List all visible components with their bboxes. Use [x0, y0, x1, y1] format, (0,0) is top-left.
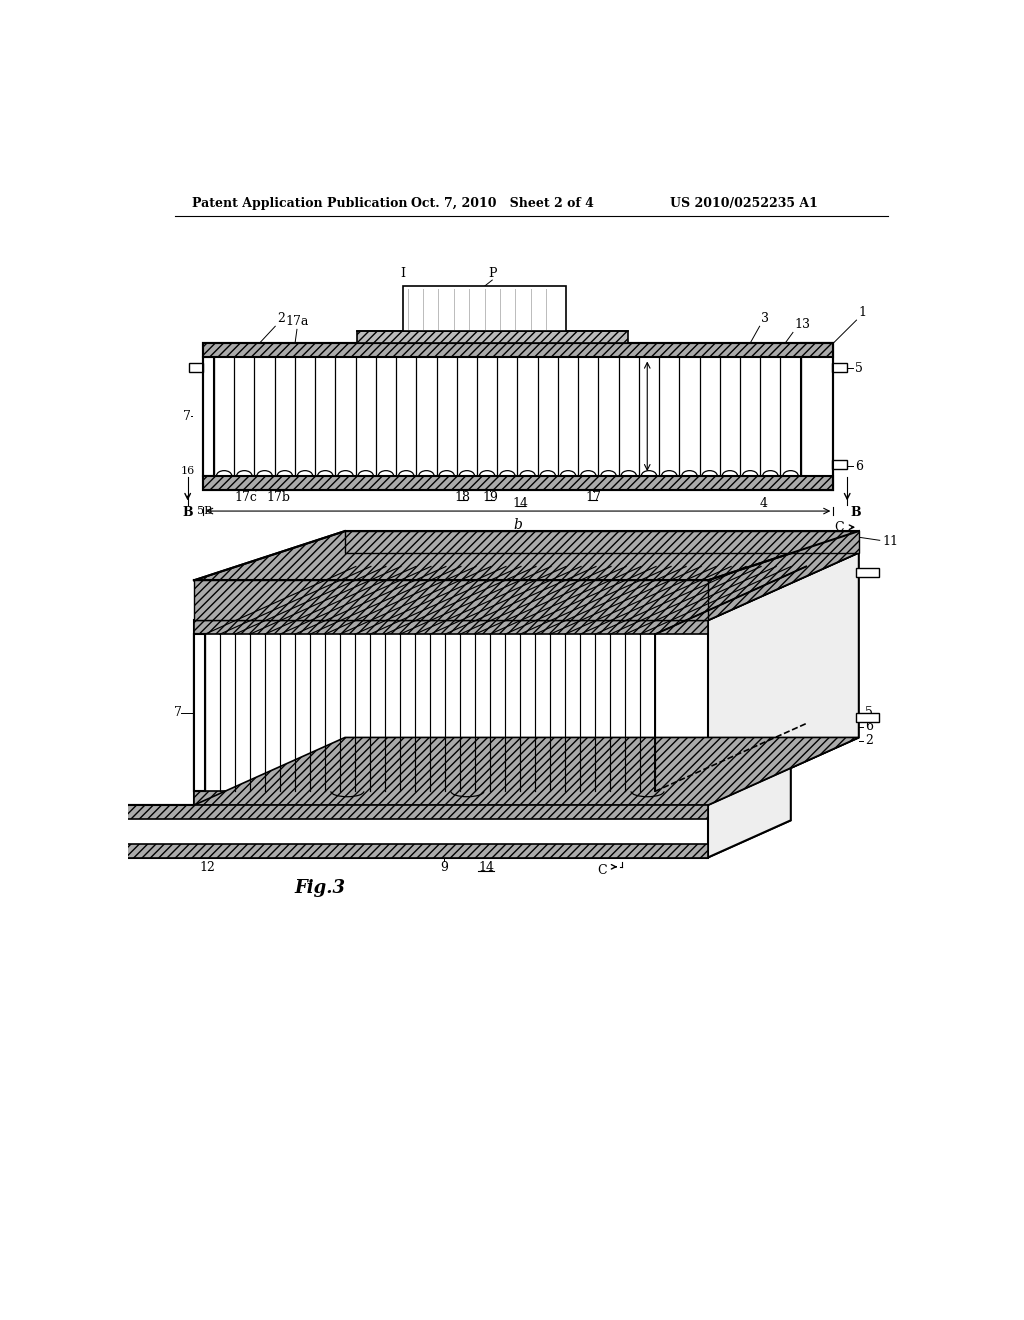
Text: 21a: 21a [748, 531, 771, 544]
Polygon shape [194, 531, 859, 581]
Text: 14: 14 [513, 498, 529, 511]
Polygon shape [120, 805, 708, 858]
Polygon shape [708, 768, 791, 858]
Text: 18: 18 [467, 822, 483, 836]
Text: B: B [182, 507, 193, 520]
Bar [194, 635, 205, 791]
Bar [356, 331, 628, 343]
Text: 12: 12 [199, 862, 215, 874]
Polygon shape [194, 792, 708, 805]
Bar [856, 713, 879, 722]
Bar [856, 568, 879, 577]
Bar [203, 475, 834, 490]
Text: 19: 19 [553, 822, 568, 836]
Text: 17a: 17a [286, 314, 308, 327]
Bar [189, 363, 203, 372]
Text: h: h [651, 409, 659, 422]
Text: US 2010/0252235 A1: US 2010/0252235 A1 [671, 197, 818, 210]
Text: Oct. 7, 2010   Sheet 2 of 4: Oct. 7, 2010 Sheet 2 of 4 [411, 197, 594, 210]
Text: 15: 15 [219, 371, 233, 381]
Text: 11: 11 [882, 535, 898, 548]
Polygon shape [345, 531, 859, 553]
Text: 3: 3 [761, 312, 769, 325]
Bar [203, 358, 214, 475]
Bar [194, 635, 205, 791]
Text: Fig.2: Fig.2 [343, 532, 394, 550]
Text: 6: 6 [865, 721, 873, 733]
Text: 4: 4 [760, 498, 768, 511]
Polygon shape [194, 738, 859, 805]
Text: 5A: 5A [210, 359, 225, 368]
Text: 18: 18 [455, 491, 471, 504]
Polygon shape [194, 738, 859, 805]
Text: 14: 14 [478, 862, 494, 874]
Polygon shape [194, 553, 859, 620]
Text: C: C [597, 863, 607, 876]
Text: 17c: 17c [367, 822, 389, 836]
Bar [203, 343, 834, 490]
Text: I: I [400, 267, 406, 280]
Text: 5B: 5B [197, 507, 212, 516]
Text: 13: 13 [795, 318, 811, 331]
Bar [403, 286, 566, 331]
Text: Patent Application Publication: Patent Application Publication [191, 197, 408, 210]
Text: 1: 1 [238, 624, 246, 638]
Polygon shape [708, 553, 859, 805]
Polygon shape [194, 620, 708, 635]
Bar [203, 343, 834, 358]
Polygon shape [194, 581, 708, 620]
Polygon shape [120, 820, 791, 858]
Text: 5: 5 [865, 706, 872, 719]
Text: 17: 17 [585, 491, 601, 504]
Polygon shape [194, 553, 859, 620]
Text: 17: 17 [428, 822, 444, 836]
Bar [801, 343, 834, 490]
Text: 8: 8 [411, 589, 419, 601]
Bar [214, 358, 801, 475]
Text: 17c: 17c [234, 491, 257, 504]
Text: b: b [514, 517, 522, 532]
Text: 19: 19 [482, 491, 498, 504]
Polygon shape [194, 620, 708, 805]
Text: 5: 5 [855, 362, 863, 375]
Text: 1: 1 [858, 305, 866, 318]
Bar [831, 363, 847, 372]
Polygon shape [120, 805, 708, 818]
Text: B: B [850, 507, 861, 520]
Text: 6: 6 [855, 459, 863, 473]
Text: 21: 21 [699, 635, 716, 648]
Text: 2: 2 [865, 734, 872, 747]
Bar [831, 461, 847, 469]
Text: 9: 9 [440, 862, 449, 874]
Text: 7: 7 [183, 409, 190, 422]
Text: 22: 22 [297, 822, 312, 836]
Text: 2: 2 [276, 312, 285, 325]
Text: P: P [488, 267, 497, 280]
Text: 17b: 17b [266, 491, 291, 504]
Text: 7: 7 [174, 706, 182, 719]
Text: C: C [835, 520, 844, 533]
Text: Fig.3: Fig.3 [295, 879, 346, 898]
Text: 16: 16 [180, 466, 195, 475]
Polygon shape [120, 843, 708, 858]
